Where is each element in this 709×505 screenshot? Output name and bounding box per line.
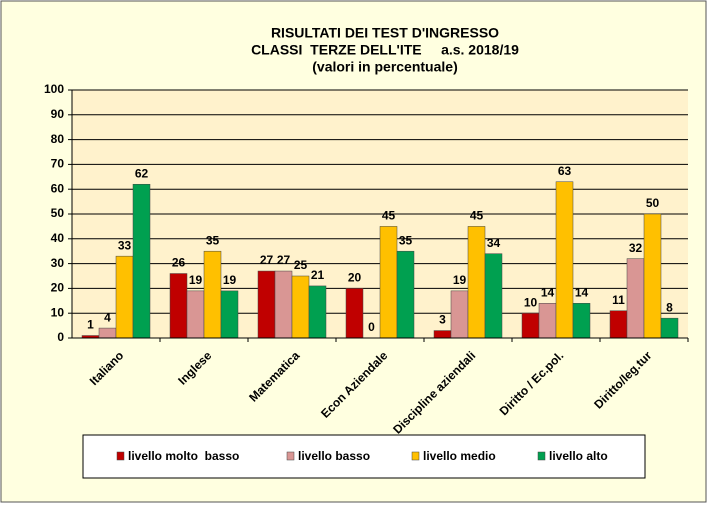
bar <box>433 330 452 339</box>
y-tick-label: 40 <box>51 231 65 245</box>
bar <box>308 285 327 339</box>
bar <box>484 253 503 339</box>
data-label: 34 <box>487 236 501 250</box>
data-label: 1 <box>87 318 94 332</box>
legend-swatch <box>116 451 125 461</box>
bar <box>274 270 293 339</box>
bar <box>555 181 574 339</box>
data-label: 26 <box>172 256 186 270</box>
chart-title: RISULTATI DEI TEST D'INGRESSO <box>271 25 499 41</box>
data-label: 3 <box>439 313 446 327</box>
bar <box>609 310 628 339</box>
bar <box>169 273 188 339</box>
legend-label: livello alto <box>549 449 608 463</box>
y-tick-label: 50 <box>51 206 65 220</box>
data-label: 32 <box>629 241 643 255</box>
chart-title: (valori in percentuale) <box>312 59 457 75</box>
bar <box>132 183 151 339</box>
bar <box>538 303 557 339</box>
legend-box <box>82 434 646 479</box>
y-tick-label: 90 <box>51 107 65 121</box>
y-tick-label: 80 <box>51 132 65 146</box>
data-label: 33 <box>118 238 132 252</box>
data-label: 19 <box>189 273 203 287</box>
bar <box>345 288 364 339</box>
bar <box>379 226 398 339</box>
bar <box>467 226 486 339</box>
y-tick-label: 0 <box>57 330 64 344</box>
legend-swatch <box>286 451 295 461</box>
data-label: 35 <box>399 233 413 247</box>
y-tick-label: 70 <box>51 157 65 171</box>
data-label: 19 <box>223 273 237 287</box>
data-label: 11 <box>612 293 625 307</box>
bar <box>98 327 117 339</box>
data-label: 63 <box>558 164 572 178</box>
data-label: 14 <box>575 285 589 299</box>
bar <box>396 250 415 339</box>
y-tick-label: 30 <box>51 256 65 270</box>
data-label: 4 <box>104 310 111 324</box>
bar <box>572 303 591 339</box>
bar <box>626 258 645 339</box>
data-label: 21 <box>311 268 325 282</box>
data-label: 50 <box>646 196 660 210</box>
data-label: 0 <box>368 320 375 334</box>
data-label: 14 <box>541 285 555 299</box>
data-label: 10 <box>524 295 538 309</box>
data-label: 27 <box>260 253 274 267</box>
bar <box>220 290 239 339</box>
data-label: 25 <box>294 258 308 272</box>
y-tick-label: 10 <box>51 305 65 319</box>
data-label: 19 <box>453 273 467 287</box>
y-tick-label: 100 <box>44 82 64 96</box>
data-label: 45 <box>470 209 484 223</box>
legend-swatch <box>411 451 420 461</box>
y-tick-label: 20 <box>51 281 65 295</box>
legend-label: livello molto basso <box>128 449 239 463</box>
bar <box>660 317 679 339</box>
bar <box>257 270 276 339</box>
legend-swatch <box>537 451 546 461</box>
y-tick-label: 60 <box>51 181 65 195</box>
data-label: 8 <box>666 300 673 314</box>
bar <box>450 290 469 339</box>
legend-label: livello basso <box>298 449 370 463</box>
data-label: 27 <box>277 253 291 267</box>
bar <box>291 275 310 339</box>
legend-label: livello medio <box>423 449 496 463</box>
chart-title: CLASSI TERZE DELL'ITE a.s. 2018/19 <box>251 42 519 58</box>
bar <box>643 213 662 339</box>
bar <box>521 312 540 339</box>
data-label: 20 <box>348 271 362 285</box>
bar <box>186 290 205 339</box>
data-label: 45 <box>382 209 396 223</box>
bar <box>203 250 222 339</box>
data-label: 35 <box>206 233 220 247</box>
bar <box>115 255 134 339</box>
data-label: 62 <box>135 166 149 180</box>
